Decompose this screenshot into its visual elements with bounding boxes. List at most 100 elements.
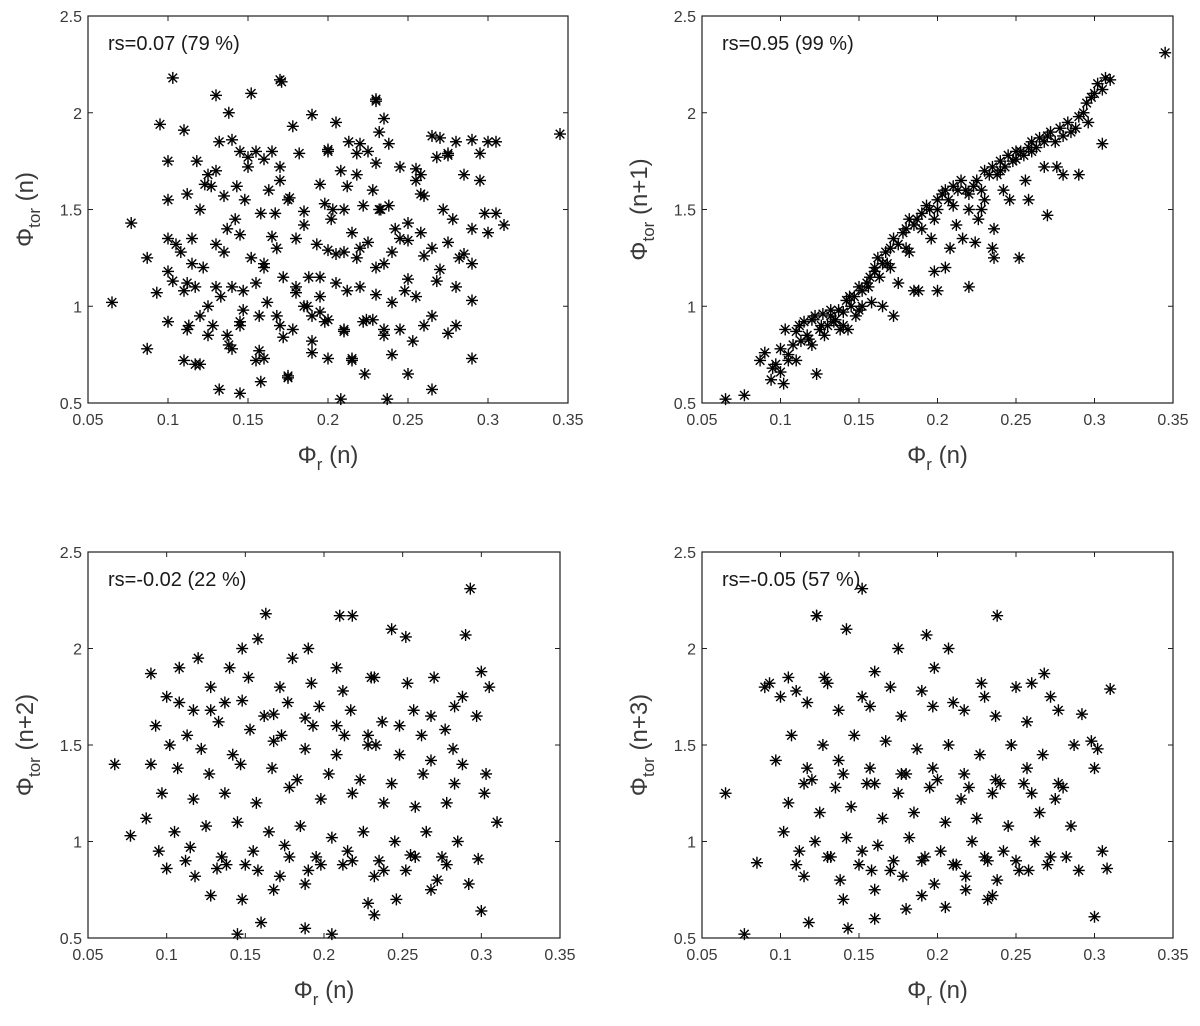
data-point — [962, 203, 975, 216]
data-point — [991, 609, 1004, 622]
data-point — [229, 213, 242, 226]
data-point — [928, 877, 941, 890]
data-point — [314, 306, 326, 319]
data-point — [959, 883, 972, 896]
data-point — [1057, 168, 1070, 181]
data-point — [459, 628, 472, 641]
data-point — [330, 248, 342, 261]
data-point — [354, 773, 367, 786]
data-point — [325, 928, 338, 941]
data-point — [357, 825, 370, 838]
data-point — [862, 280, 875, 293]
data-point — [283, 191, 296, 204]
data-point — [975, 677, 988, 690]
data-point — [837, 767, 850, 780]
x-tick-label: 0.15 — [230, 947, 261, 964]
data-point — [245, 251, 258, 264]
data-point — [310, 238, 323, 251]
data-point — [498, 218, 510, 231]
data-point — [402, 234, 414, 247]
data-point — [884, 864, 897, 877]
data-point — [385, 777, 398, 790]
y-axis-title: Φtor (n+3) — [626, 694, 658, 796]
data-point — [1041, 858, 1054, 871]
data-point — [314, 858, 327, 871]
data-point — [931, 193, 944, 206]
data-point — [430, 151, 443, 164]
data-point — [350, 147, 363, 160]
x-tick-label: 0.2 — [317, 412, 339, 429]
data-point — [189, 358, 202, 371]
data-point — [244, 723, 257, 736]
data-point — [266, 762, 279, 775]
data-point — [254, 207, 267, 220]
data-point — [386, 246, 398, 259]
data-point — [368, 908, 381, 921]
data-point — [887, 309, 900, 322]
data-point — [226, 748, 239, 761]
data-point — [907, 806, 920, 819]
y-tick-label: 2 — [687, 106, 696, 123]
data-point — [181, 277, 194, 290]
data-point — [322, 352, 334, 365]
data-point — [386, 296, 398, 309]
data-point — [978, 850, 991, 863]
data-point — [777, 377, 790, 390]
data-point — [150, 286, 163, 299]
y-tick-label: 2 — [73, 642, 82, 659]
data-point — [453, 251, 466, 264]
data-point — [258, 710, 271, 723]
data-point — [1041, 209, 1054, 222]
data-point — [774, 690, 787, 703]
data-point — [853, 858, 865, 871]
data-point — [434, 263, 446, 276]
data-point — [338, 246, 350, 259]
data-point — [226, 133, 238, 146]
data-point — [149, 719, 162, 732]
data-point — [1091, 742, 1104, 755]
y-tick-label: 1.5 — [60, 203, 82, 220]
data-point — [282, 371, 294, 384]
data-point — [298, 300, 310, 313]
data-point — [281, 696, 294, 709]
data-point — [975, 203, 988, 216]
data-point — [212, 715, 225, 728]
data-point — [972, 213, 985, 226]
data-point — [719, 787, 732, 800]
data-point — [798, 315, 811, 328]
data-point — [394, 232, 406, 245]
data-point — [234, 145, 246, 158]
data-point — [1044, 126, 1057, 139]
data-point — [325, 213, 338, 226]
data-point — [236, 893, 249, 906]
y-tick-label: 1.5 — [674, 203, 696, 220]
data-point — [204, 681, 217, 694]
data-point — [873, 271, 886, 284]
scatter-panel-2: 0.05 0.1 0.15 0.2 0.25 0.3 0.35 0.5 1 1.5 2 2.5 Φr (… — [626, 9, 1189, 474]
data-point — [277, 331, 290, 344]
data-point — [370, 157, 382, 170]
data-point — [399, 630, 412, 643]
data-point — [409, 850, 422, 863]
x-tick-label: 0.25 — [387, 947, 418, 964]
data-point — [162, 193, 174, 206]
data-point — [920, 628, 933, 641]
data-point — [997, 845, 1010, 858]
data-point — [187, 704, 200, 717]
data-point — [222, 106, 235, 119]
data-point — [382, 137, 395, 150]
data-point — [947, 199, 960, 212]
data-point — [178, 354, 190, 367]
data-point — [884, 681, 897, 694]
data-point — [794, 335, 807, 348]
data-point — [856, 690, 869, 703]
data-point — [362, 145, 374, 158]
data-point — [330, 719, 343, 732]
data-point — [414, 226, 427, 239]
data-point — [181, 729, 194, 742]
data-point — [234, 758, 247, 771]
data-point — [849, 309, 862, 322]
y-tick-label: 1.5 — [674, 738, 696, 755]
x-axis-title: Φr (n) — [907, 442, 968, 474]
data-point — [424, 754, 437, 767]
